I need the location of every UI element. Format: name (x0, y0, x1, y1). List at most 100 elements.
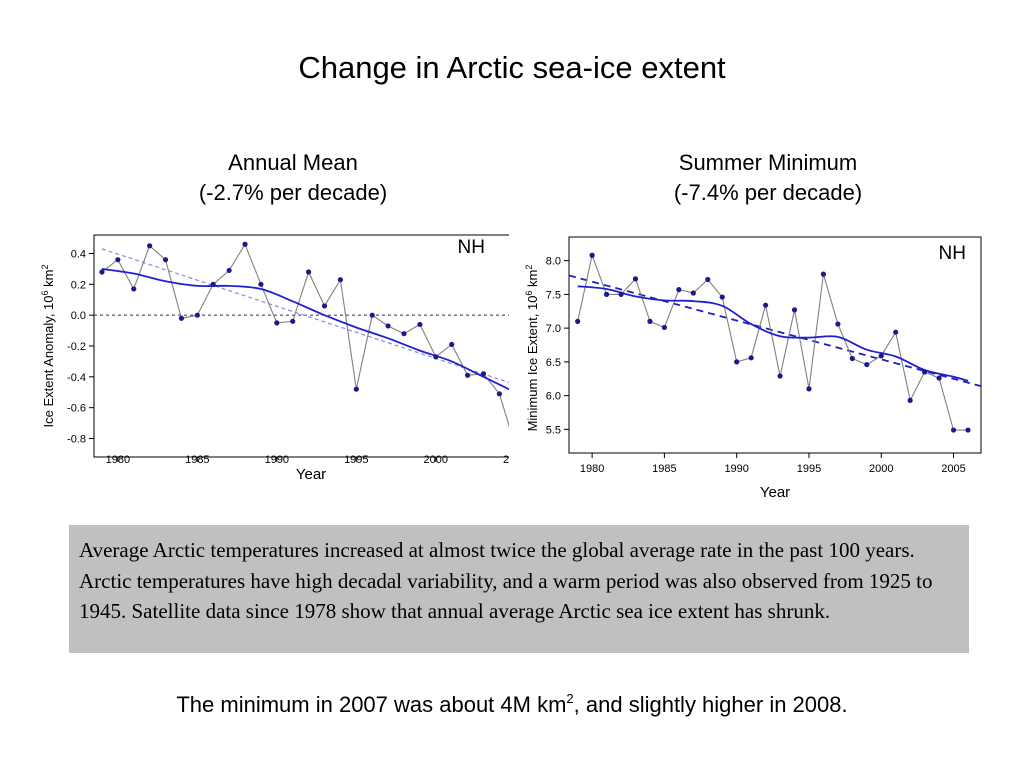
annual-mean-data-point (480, 371, 487, 377)
annual-mean-y-tick-label: -0.4 (67, 372, 86, 384)
annual-mean-y-axis-label-part: Ice Extent Anomaly, 10 (41, 295, 56, 427)
summer-minimum-data-point (922, 369, 928, 375)
summer-minimum-data-point (907, 397, 913, 403)
summer-minimum-data-point (806, 386, 812, 392)
annual-mean-heading: Annual Mean (-2.7% per decade) (123, 148, 463, 208)
summer-minimum-data-point (734, 359, 740, 365)
annual-mean-x-tick-label: 1985 (185, 454, 209, 466)
annual-mean-data-point (306, 269, 312, 275)
summer-minimum-plot-frame (568, 236, 982, 454)
annual-mean-data-point (433, 354, 439, 360)
annual-mean-data-point (274, 320, 280, 326)
summer-minimum-y-axis-label-superscript: 2 (524, 265, 534, 270)
summer-minimum-y-axis-label-superscript: 6 (524, 291, 534, 296)
summer-minimum-smooth-trend-line (577, 285, 969, 382)
summer-minimum-data-point (603, 291, 610, 297)
annual-mean-data-point (242, 241, 248, 247)
annual-mean-data-point (147, 243, 153, 249)
summer-minimum-y-tick-label: 7.0 (546, 323, 561, 335)
annual-mean-region-label: NH (458, 237, 485, 258)
annual-mean-observed-line (101, 243, 509, 428)
summer-minimum-data-point (864, 361, 870, 368)
annual-mean-x-axis-label: Year (296, 466, 326, 483)
annual-mean-chart: 0.4 0.2 0.0 -0.2 -0.4 -0.6 -0.8 1980 1985 1990 199… (37, 226, 509, 488)
annual-mean-data-point (417, 321, 423, 328)
annual-mean-data-point (385, 323, 391, 329)
annual-mean-x-tick-label: 2005 (503, 454, 509, 466)
summer-minimum-y-tick-label: 7.5 (546, 289, 561, 301)
annual-mean-data-point (337, 277, 344, 283)
annual-mean-data-point (464, 372, 471, 378)
summer-minimum-data-point (950, 427, 957, 433)
summer-minimum-data-point (589, 252, 595, 258)
summer-minimum-data-point (676, 287, 682, 293)
annual-mean-data-point (210, 281, 216, 287)
summer-minimum-data-point (719, 294, 725, 300)
annual-mean-y-axis-label-part: km (41, 270, 56, 291)
summer-minimum-data-point (748, 355, 754, 361)
summer-minimum-linear-trend-line (568, 274, 982, 388)
annual-mean-x-tick-label: 1980 (106, 454, 130, 466)
annual-mean-data-point (194, 312, 200, 318)
summer-minimum-data-point (647, 318, 653, 324)
annual-mean-data-point (496, 391, 502, 397)
annual-mean-data-point (290, 318, 296, 324)
annual-mean-y-tick-label: -0.6 (67, 403, 86, 415)
annual-mean-smooth-trend-line (101, 268, 509, 391)
summer-minimum-y-axis-label-part: Minimum Ice Extent, 10 (525, 296, 540, 432)
bottom-note-text: The minimum in 2007 was about 4M km (176, 692, 567, 717)
info-box: Average Arctic temperatures increased at… (69, 525, 969, 653)
summer-minimum-y-tick-label: 5.5 (546, 424, 561, 436)
summer-minimum-observed-line (577, 253, 968, 431)
summer-minimum-data-point (618, 291, 624, 297)
summer-minimum-y-axis-label-part: km (525, 270, 540, 291)
annual-mean-y-tick-label: 0.2 (71, 279, 86, 291)
annual-mean-y-axis-label: Ice Extent Anomaly, 106 km2 (40, 265, 56, 428)
annual-mean-y-tick-label: 0.4 (71, 249, 86, 261)
summer-minimum-data-point (893, 329, 899, 335)
summer-minimum-data-point (791, 307, 798, 313)
summer-minimum-data-point (936, 375, 942, 381)
summer-minimum-y-tick-label: 6.5 (546, 357, 561, 369)
summer-minimum-data-point (690, 290, 696, 296)
summer-minimum-x-tick-label: 2000 (869, 463, 893, 475)
summer-minimum-x-tick-label: 1990 (724, 463, 748, 475)
annual-mean-x-tick-label: 1990 (265, 454, 289, 466)
annual-mean-data-point (321, 303, 328, 309)
annual-mean-data-point (162, 257, 169, 263)
summer-minimum-x-axis-label: Year (760, 484, 790, 501)
summer-minimum-data-point (849, 355, 855, 362)
annual-mean-data-point (258, 281, 264, 287)
annual-mean-data-point (178, 315, 185, 321)
annual-mean-data-point (99, 269, 105, 275)
summer-minimum-y-tick-label: 8.0 (546, 256, 561, 268)
info-box-text: Average Arctic temperatures increased at… (79, 538, 933, 623)
annual-mean-plot-frame (93, 234, 509, 458)
summer-minimum-x-tick-label: 2005 (941, 463, 965, 475)
annual-mean-y-tick-label: 0.0 (71, 310, 86, 322)
annual-mean-data-point (353, 386, 359, 392)
summer-minimum-chart: 8.0 7.5 7.0 6.5 6.0 5.5 1980 1985 1990 1995 2000 20… (522, 232, 984, 504)
annual-mean-data-point (449, 341, 455, 348)
summer-minimum-region-label: NH (939, 243, 966, 264)
summer-minimum-data-point (661, 324, 668, 331)
summer-minimum-heading-title: Summer Minimum (678, 150, 858, 175)
summer-minimum-data-point (705, 276, 711, 283)
annual-mean-heading-title: Annual Mean (228, 150, 358, 175)
annual-mean-data-point (401, 331, 407, 337)
summer-minimum-data-point (632, 276, 639, 282)
summer-minimum-data-point (763, 302, 769, 308)
summer-minimum-x-tick-label: 1985 (652, 463, 676, 475)
annual-mean-y-tick-label: -0.8 (67, 434, 86, 446)
annual-mean-y-axis-label-superscript: 6 (40, 290, 50, 295)
bottom-note-superscript: 2 (566, 691, 574, 706)
annual-mean-y-tick-label: -0.2 (67, 341, 86, 353)
summer-minimum-data-point (878, 353, 884, 359)
annual-mean-data-point (115, 257, 121, 263)
summer-minimum-data-point (575, 318, 581, 324)
annual-mean-linear-trend-line (101, 248, 509, 384)
summer-minimum-data-point (835, 321, 841, 327)
annual-mean-x-tick-label: 2000 (424, 454, 448, 466)
annual-mean-data-point (226, 267, 232, 274)
annual-mean-x-tick-label: 1995 (344, 454, 368, 466)
